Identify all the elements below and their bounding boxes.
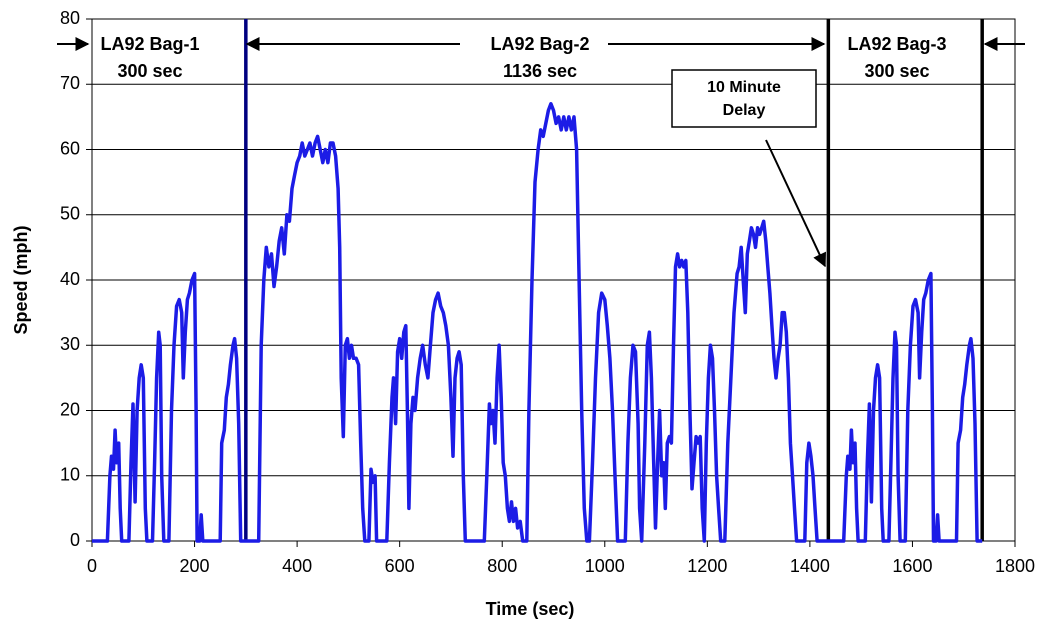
annotation: LA92 Bag-3 <box>847 34 946 54</box>
x-tick-label: 1600 <box>892 556 932 576</box>
arrows <box>57 37 1025 268</box>
x-axis-label: Time (sec) <box>486 599 575 619</box>
callout-box <box>671 69 817 128</box>
x-tick-label: 1200 <box>687 556 727 576</box>
x-tick-label: 1000 <box>585 556 625 576</box>
y-tick-label: 40 <box>60 269 80 289</box>
y-tick-label: 60 <box>60 138 80 158</box>
annotation: 300 sec <box>864 61 929 81</box>
x-tick-label: 1800 <box>995 556 1035 576</box>
y-tick-label: 50 <box>60 204 80 224</box>
annotation: LA92 Bag-2 <box>490 34 589 54</box>
x-tick-label: 400 <box>282 556 312 576</box>
x-tick-label: 600 <box>385 556 415 576</box>
callout-text: Delay <box>723 102 766 119</box>
y-tick-label: 0 <box>70 530 80 550</box>
speed-line <box>92 102 983 543</box>
y-tick-label: 10 <box>60 465 80 485</box>
x-tick-label: 1400 <box>790 556 830 576</box>
y-axis-label: Speed (mph) <box>11 225 31 334</box>
annotation: 300 sec <box>117 61 182 81</box>
x-tick-label: 0 <box>87 556 97 576</box>
x-tick-label: 800 <box>487 556 517 576</box>
x-tick-label: 200 <box>180 556 210 576</box>
y-tick-label: 80 <box>60 8 80 28</box>
annotation: 1136 sec <box>503 61 577 81</box>
y-tick-label: 20 <box>60 399 80 419</box>
plot-border <box>91 18 1016 542</box>
y-tick-label: 30 <box>60 334 80 354</box>
annotation: LA92 Bag-1 <box>100 34 199 54</box>
y-tick-label: 70 <box>60 73 80 93</box>
callout-text: 10 Minute <box>707 79 781 96</box>
